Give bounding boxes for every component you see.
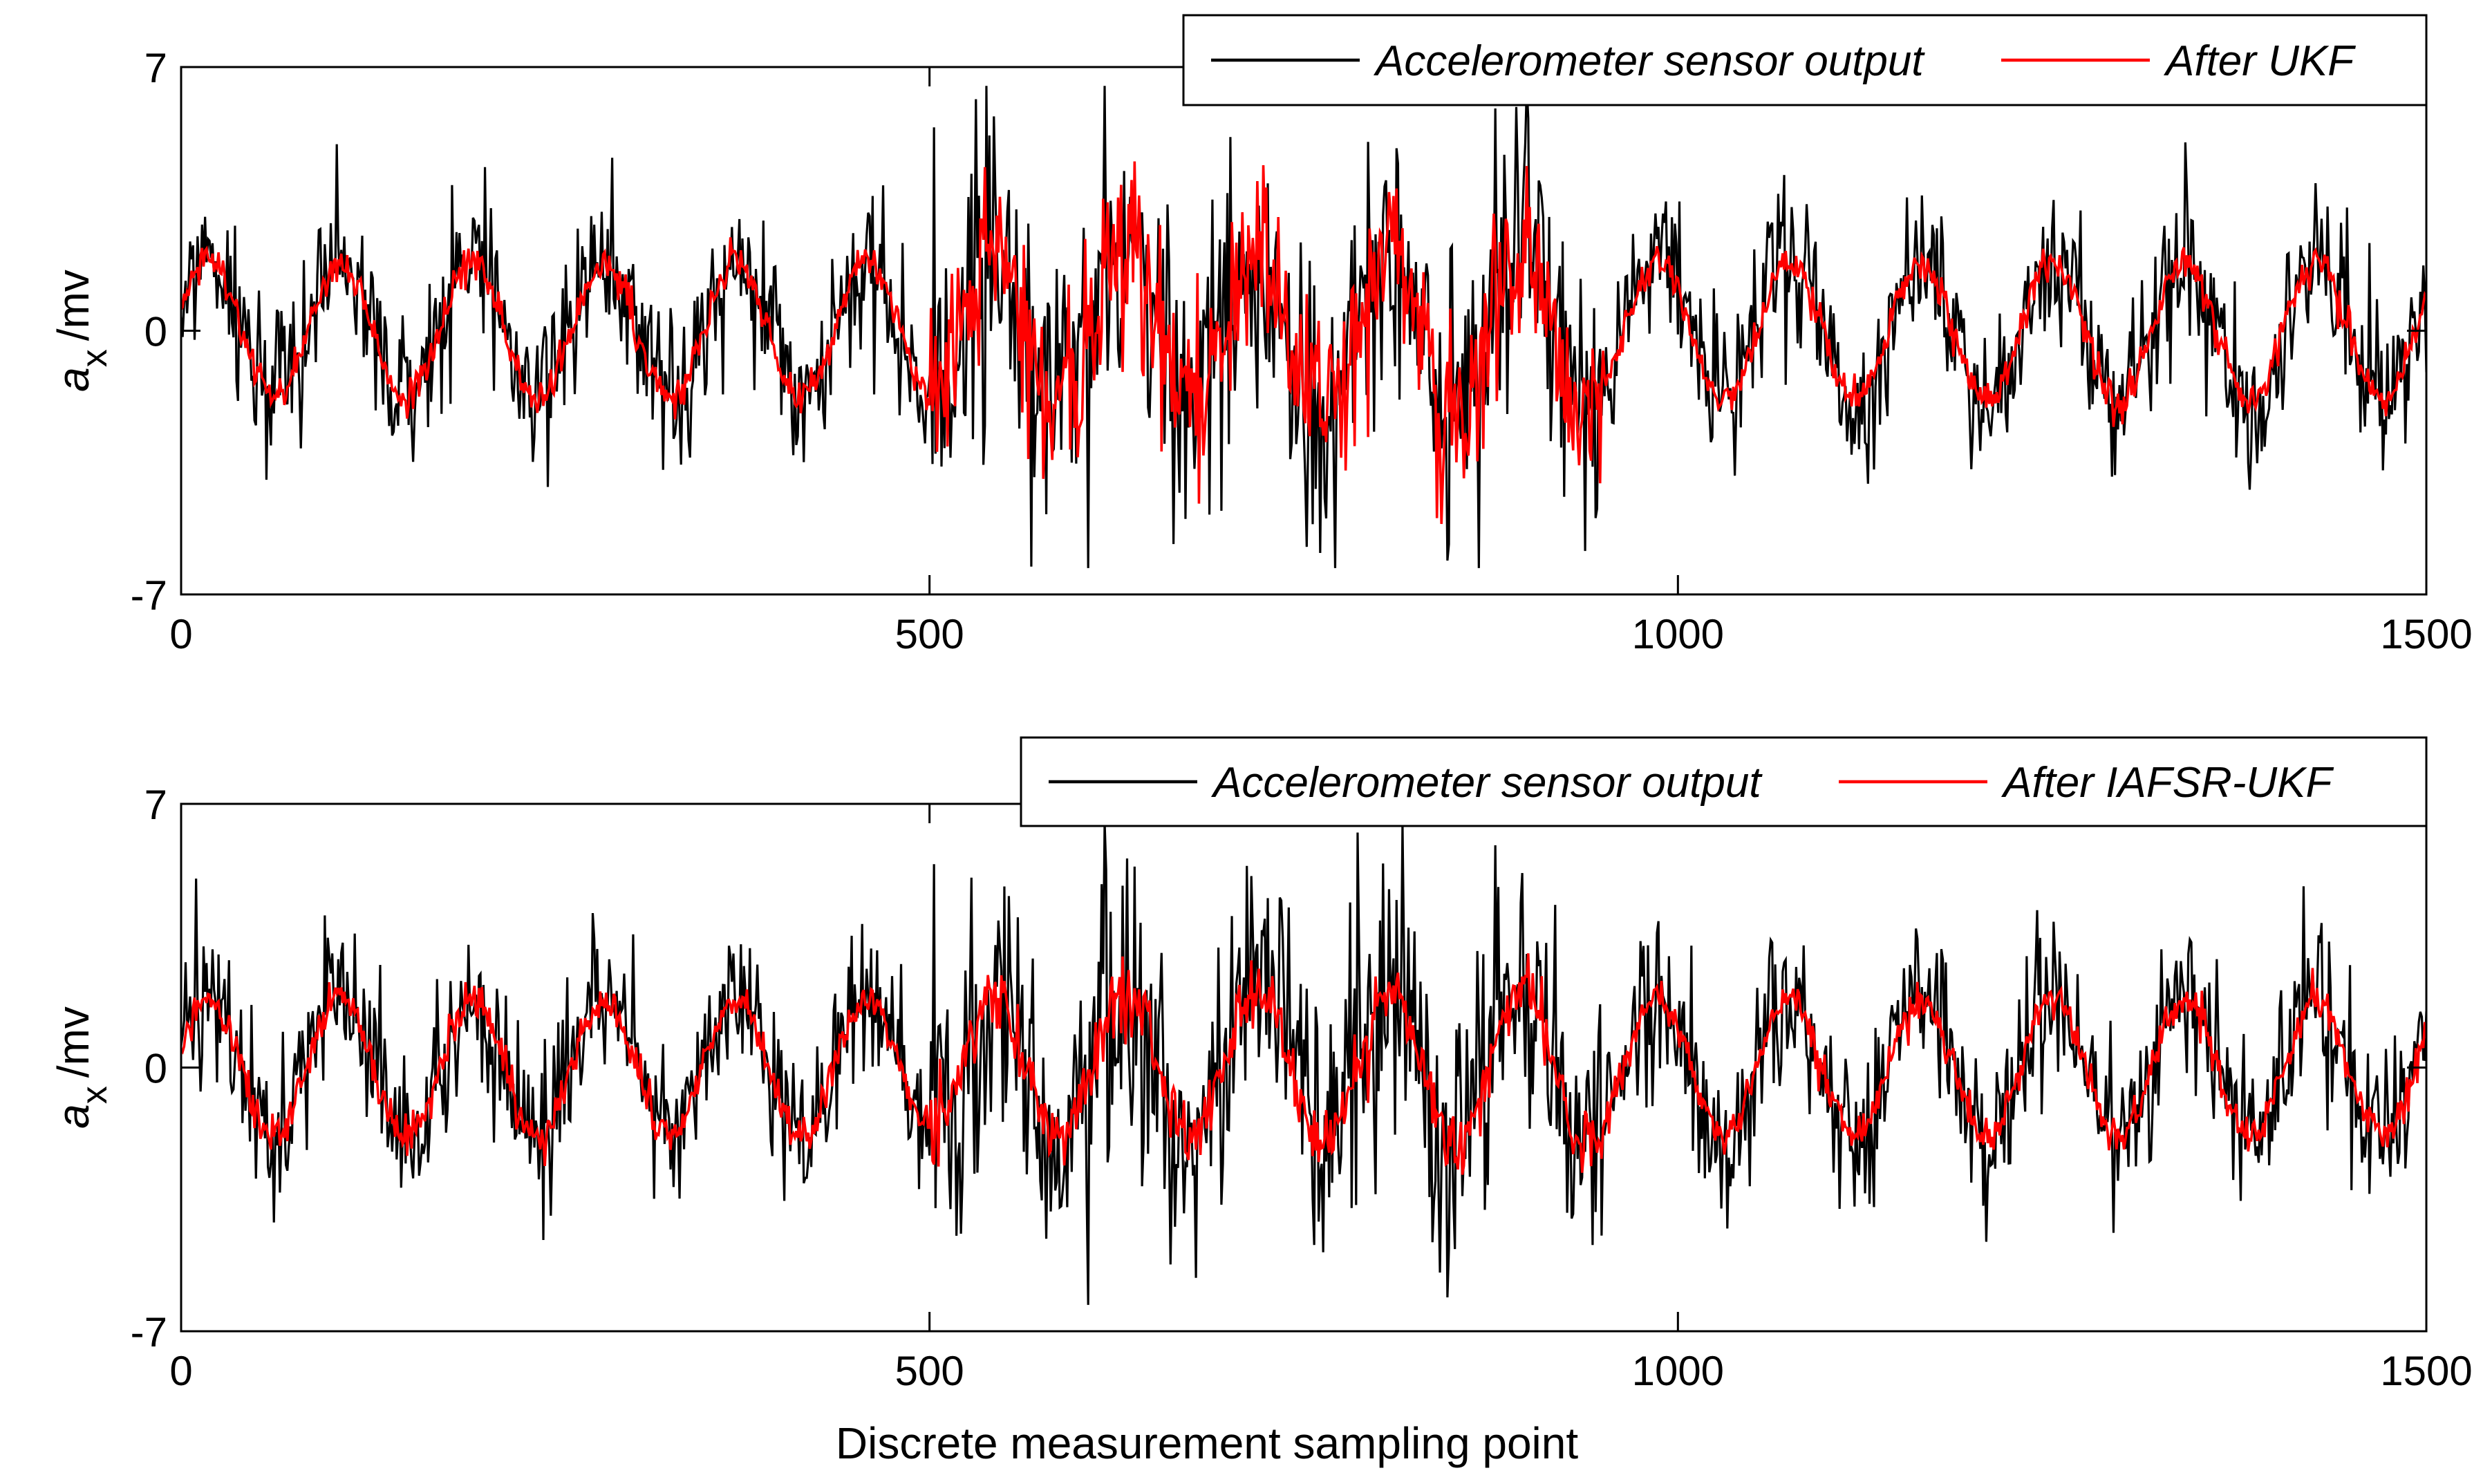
series-line-filtered <box>181 161 2426 525</box>
series-line-raw <box>181 823 2426 1305</box>
series-line-raw <box>181 86 2426 568</box>
y-axis-title: ax/mv <box>48 1006 115 1129</box>
legend: Accelerometer sensor output After UKF <box>1182 14 2428 106</box>
y-axis-symbol: a <box>48 367 98 392</box>
y-tick-label: -7 <box>131 572 167 619</box>
legend-label: After IAFSR-UKF <box>2001 759 2334 807</box>
y-axis-unit: /mv <box>48 1006 98 1078</box>
x-tick-label: 1500 <box>2380 611 2472 657</box>
x-tick-label: 1000 <box>1632 611 1724 657</box>
x-tick-label: 500 <box>895 611 964 657</box>
x-tick-label: 0 <box>169 1348 192 1394</box>
y-tick-label: -7 <box>131 1309 167 1355</box>
y-axis-subscript: x <box>75 1086 115 1104</box>
y-tick-label: 7 <box>144 45 167 91</box>
y-tick-label: 0 <box>144 1046 167 1092</box>
y-tick-label: 7 <box>144 782 167 828</box>
legend-box <box>1182 14 2428 106</box>
x-tick-label: 1500 <box>2380 1348 2472 1394</box>
y-tick-label: 0 <box>144 309 167 355</box>
y-axis-unit: /mv <box>48 270 98 341</box>
x-tick-label: 0 <box>169 611 192 657</box>
x-tick-label: 500 <box>895 1348 964 1394</box>
y-axis-subscript: x <box>75 349 115 367</box>
y-axis-title: ax/mv <box>48 270 115 392</box>
legend-label: Accelerometer sensor output <box>1210 759 1763 807</box>
legend-label: Accelerometer sensor output <box>1373 37 1925 85</box>
x-tick-label: 1000 <box>1632 1348 1724 1394</box>
legend-box <box>1020 736 2428 827</box>
x-axis-title: Discrete measurement sampling point <box>836 1418 1578 1468</box>
y-axis-symbol: a <box>48 1104 98 1129</box>
legend-label: After UKF <box>2163 37 2356 85</box>
legend: Accelerometer sensor output After IAFSR-U… <box>1020 736 2428 827</box>
series-line-filtered <box>181 953 2426 1175</box>
